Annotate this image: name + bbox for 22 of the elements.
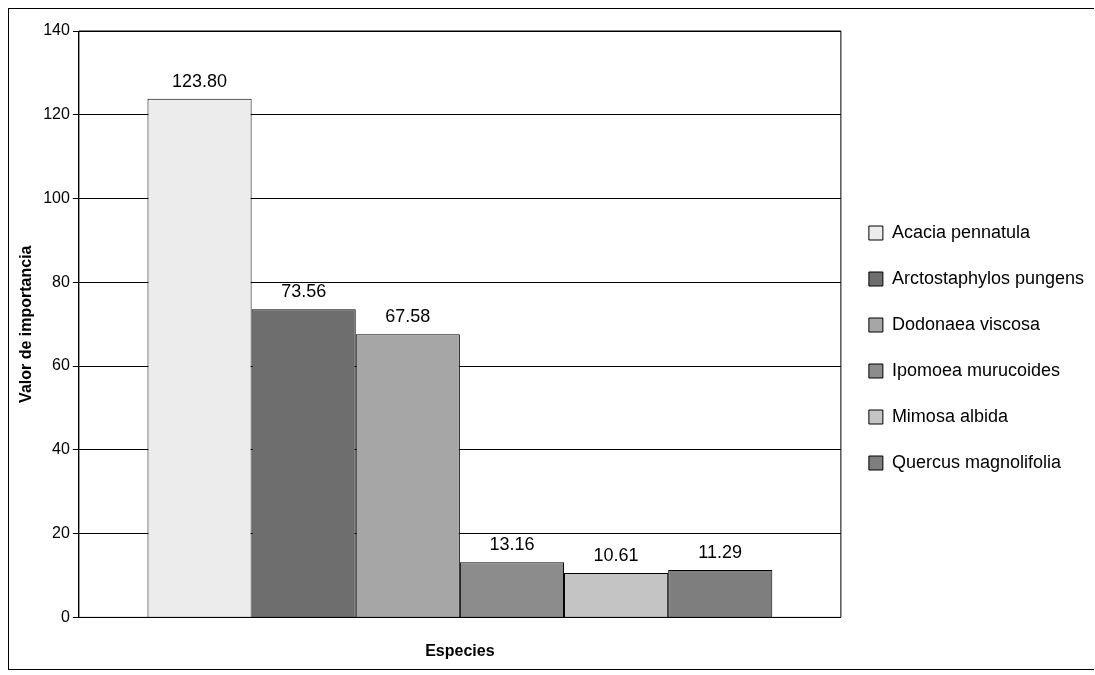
legend-label: Dodonaea viscosa	[891, 313, 1041, 334]
data-label: 11.29	[698, 542, 743, 563]
legend-label: Arctostaphylos pungens	[891, 267, 1084, 288]
legend-label: Quercus magnolifolia	[891, 451, 1062, 472]
y-tick-label: 80	[52, 272, 70, 290]
y-tick-label: 120	[43, 105, 70, 123]
legend-label: Acacia pennatula	[891, 221, 1031, 242]
data-label: 73.56	[281, 281, 327, 302]
y-axis-title: Valor de importancia	[17, 245, 35, 403]
y-tick-label: 40	[52, 440, 70, 458]
y-tick-label: 0	[60, 607, 70, 625]
data-label: 123.80	[172, 70, 228, 91]
data-label: 13.16	[489, 534, 535, 555]
y-tick-label: 20	[52, 524, 70, 542]
x-axis-title: Especies	[425, 641, 495, 659]
legend-label: Ipomoea murucoides	[891, 359, 1060, 380]
y-tick-label: 140	[43, 21, 70, 39]
legend-label: Mimosa albida	[891, 405, 1009, 426]
y-tick-label: 100	[43, 188, 70, 206]
data-label: 10.61	[593, 544, 639, 565]
data-label: 67.58	[385, 306, 431, 327]
y-tick-label: 60	[52, 356, 70, 374]
